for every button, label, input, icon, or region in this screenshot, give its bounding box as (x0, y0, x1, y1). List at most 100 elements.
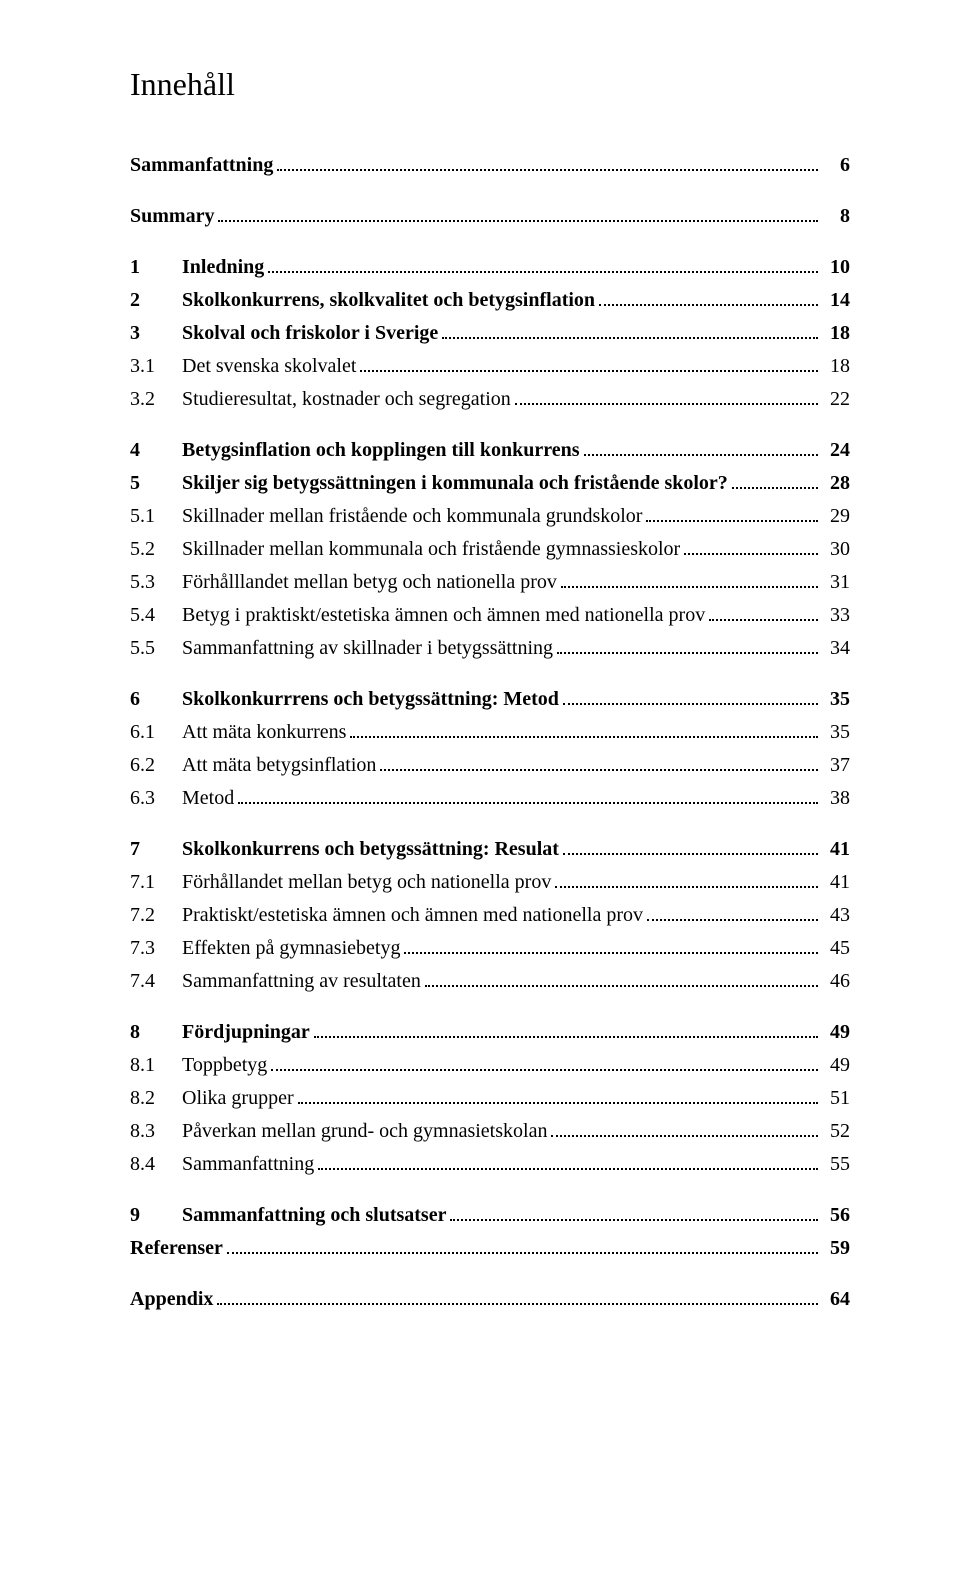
toc-leader (442, 325, 818, 339)
toc-label: Sammanfattning och slutsatser (182, 1200, 446, 1231)
toc-leader (271, 1057, 818, 1071)
toc-label: Förhålllandet mellan betyg och nationell… (182, 567, 557, 598)
toc-subitem: 5.4Betyg i praktiskt/estetiska ämnen och… (130, 600, 850, 631)
toc-label: Toppbetyg (182, 1050, 267, 1081)
toc-subitem: 8.2Olika grupper51 (130, 1083, 850, 1114)
toc-section: 5Skiljer sig betygssättningen i kommunal… (130, 468, 850, 499)
toc-label: Skillnader mellan fristående och kommuna… (182, 501, 642, 532)
toc-page: 59 (822, 1233, 850, 1264)
toc-number: 5.3 (130, 567, 182, 598)
toc-page: 28 (822, 468, 850, 499)
toc-section: 9Sammanfattning och slutsatser 56 (130, 1200, 850, 1231)
toc-leader (647, 907, 818, 921)
toc-leader (318, 1156, 818, 1170)
toc-subitem: 5.5Sammanfattning av skillnader i betygs… (130, 633, 850, 664)
toc-page: 56 (822, 1200, 850, 1231)
toc-label: Inledning (182, 252, 264, 283)
toc-number: 5.1 (130, 501, 182, 532)
toc-section: 1Inledning10 (130, 252, 850, 283)
toc-label: Att mäta betygsinflation (182, 750, 376, 781)
toc-item: Referenser59 (130, 1233, 850, 1264)
toc-leader (450, 1207, 818, 1221)
toc-subitem: 6.1Att mäta konkurrens35 (130, 717, 850, 748)
toc-page: 18 (822, 351, 850, 382)
toc-number: 7.4 (130, 966, 182, 997)
toc-page: 43 (822, 900, 850, 931)
toc-label: Sammanfattning (130, 150, 273, 181)
toc-leader (561, 574, 818, 588)
toc-page: 31 (822, 567, 850, 598)
toc-page: 37 (822, 750, 850, 781)
toc-page: 35 (822, 684, 850, 715)
toc-label: Att mäta konkurrens (182, 717, 346, 748)
toc-number: 8.3 (130, 1116, 182, 1147)
toc-label: Metod (182, 783, 234, 814)
toc-subitem: 7.3Effekten på gymnasiebetyg45 (130, 933, 850, 964)
toc-number: 5.5 (130, 633, 182, 664)
toc-page: 18 (822, 318, 850, 349)
toc-label: Skolval och friskolor i Sverige (182, 318, 438, 349)
toc-page: 41 (822, 867, 850, 898)
toc-number: 8.4 (130, 1149, 182, 1180)
toc-leader (584, 442, 819, 456)
toc-number: 6 (130, 684, 182, 715)
toc-page: 46 (822, 966, 850, 997)
toc-subitem: 8.1Toppbetyg 49 (130, 1050, 850, 1081)
toc-subitem: 5.3Förhålllandet mellan betyg och nation… (130, 567, 850, 598)
toc-leader (563, 691, 818, 705)
toc-number: 5.4 (130, 600, 182, 631)
toc-label: Sammanfattning av skillnader i betygssät… (182, 633, 553, 664)
toc-section: 8Fördjupningar49 (130, 1017, 850, 1048)
toc-subitem: 5.1Skillnader mellan fristående och komm… (130, 501, 850, 532)
toc-leader (732, 475, 818, 489)
toc-subitem: 3.2Studieresultat, kostnader och segrega… (130, 384, 850, 415)
toc-label: Skolkonkurrrens och betygssättning: Meto… (182, 684, 559, 715)
toc-label: Skolkonkurrens och betygssättning: Resul… (182, 834, 559, 865)
toc-label: Sammanfattning av resultaten (182, 966, 421, 997)
toc-section: 6Skolkonkurrrens och betygssättning: Met… (130, 684, 850, 715)
toc-leader (314, 1024, 818, 1038)
toc-label: Fördjupningar (182, 1017, 310, 1048)
toc-leader (227, 1240, 818, 1254)
toc-number: 7.2 (130, 900, 182, 931)
toc-label: Praktiskt/estetiska ämnen och ämnen med … (182, 900, 643, 931)
toc-leader (404, 940, 818, 954)
toc-number: 1 (130, 252, 182, 283)
toc-label: Summary (130, 201, 214, 232)
toc-item: Sammanfattning 6 (130, 150, 850, 181)
toc-label: Det svenska skolvalet (182, 351, 356, 382)
toc-page: 6 (822, 150, 850, 181)
toc-number: 7.1 (130, 867, 182, 898)
toc-number: 6.1 (130, 717, 182, 748)
toc-number: 3.2 (130, 384, 182, 415)
toc-number: 7.3 (130, 933, 182, 964)
toc-subitem: 7.2Praktiskt/estetiska ämnen och ämnen m… (130, 900, 850, 931)
toc-number: 8.2 (130, 1083, 182, 1114)
toc-subitem: 8.3Påverkan mellan grund- och gymnasiets… (130, 1116, 850, 1147)
table-of-contents: Sammanfattning6Summary81Inledning102Skol… (130, 150, 850, 1315)
toc-leader (350, 724, 818, 738)
toc-leader (555, 874, 818, 888)
toc-page: 49 (822, 1050, 850, 1081)
toc-leader (646, 508, 818, 522)
toc-subitem: 6.2Att mäta betygsinflation37 (130, 750, 850, 781)
toc-leader (238, 790, 818, 804)
toc-label: Sammanfattning (182, 1149, 314, 1180)
toc-page: 29 (822, 501, 850, 532)
toc-label: Effekten på gymnasiebetyg (182, 933, 400, 964)
toc-page: 55 (822, 1149, 850, 1180)
page-title: Innehåll (130, 60, 850, 110)
toc-subitem: 7.4Sammanfattning av resultaten 46 (130, 966, 850, 997)
toc-leader (557, 640, 818, 654)
toc-label: Olika grupper (182, 1083, 294, 1114)
toc-number: 6.3 (130, 783, 182, 814)
toc-number: 3 (130, 318, 182, 349)
toc-page: 38 (822, 783, 850, 814)
toc-number: 8.1 (130, 1050, 182, 1081)
toc-page: 14 (822, 285, 850, 316)
toc-leader (709, 607, 818, 621)
toc-number: 3.1 (130, 351, 182, 382)
toc-section: 3Skolval och friskolor i Sverige 18 (130, 318, 850, 349)
toc-number: 9 (130, 1200, 182, 1231)
toc-section: 4Betygsinflation och kopplingen till kon… (130, 435, 850, 466)
